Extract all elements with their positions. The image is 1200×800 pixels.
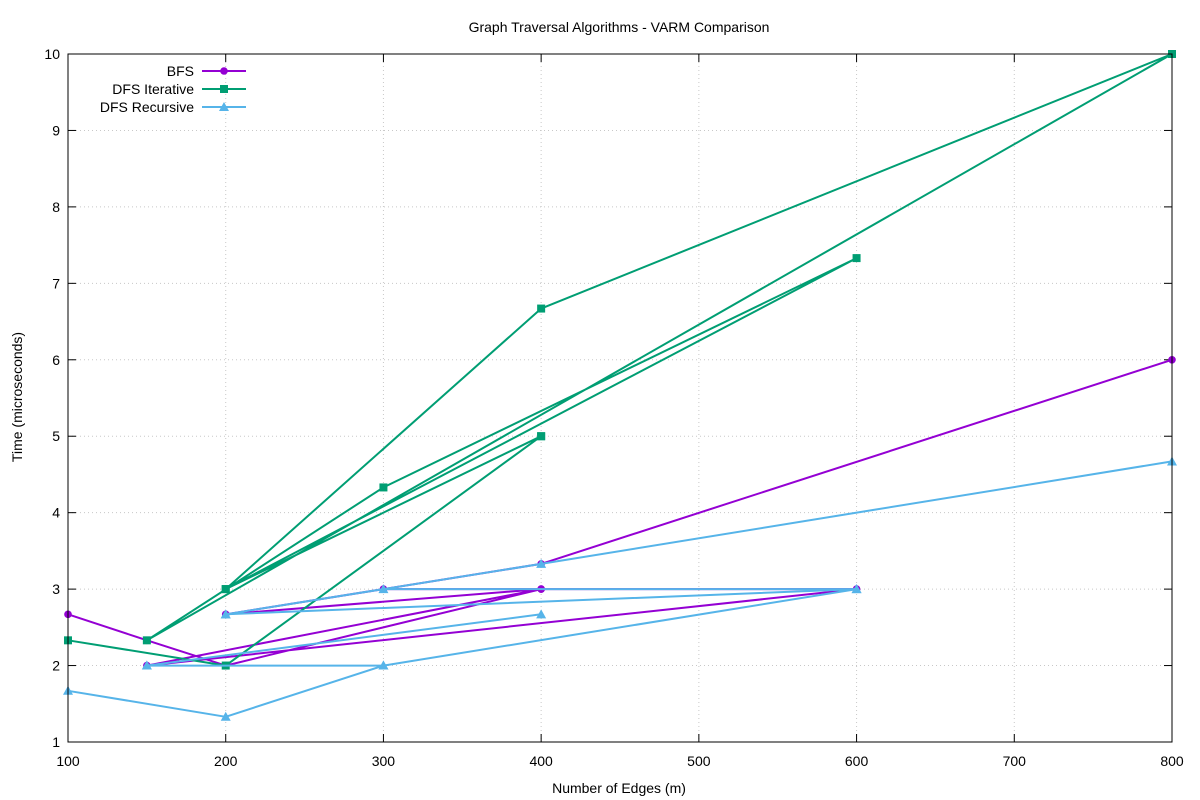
data-point-dfs-recursive xyxy=(220,711,231,721)
y-tick-label: 7 xyxy=(52,275,60,291)
data-point-dfs-recursive xyxy=(141,660,152,670)
legend-marker xyxy=(220,67,228,75)
x-tick-label: 500 xyxy=(687,753,711,769)
data-point-dfs-recursive xyxy=(378,660,389,670)
x-tick-label: 600 xyxy=(845,753,869,769)
data-point-dfs-iterative xyxy=(379,483,388,492)
legend-marker xyxy=(220,85,228,93)
x-tick-label: 300 xyxy=(372,753,396,769)
plot-frame xyxy=(67,53,1173,743)
data-point-dfs-recursive xyxy=(378,584,389,594)
y-tick-label: 9 xyxy=(52,122,60,138)
legend-item-dfs-recursive: DFS Recursive xyxy=(100,99,246,115)
y-tick-label: 8 xyxy=(52,199,60,215)
chart-title: Graph Traversal Algorithms - VARM Compar… xyxy=(469,19,770,35)
data-point-dfs-recursive xyxy=(851,584,862,594)
data-point-dfs-iterative xyxy=(537,432,546,441)
data-point-dfs-iterative xyxy=(537,304,546,313)
legend-label: DFS Recursive xyxy=(100,99,194,115)
data-point-dfs-recursive xyxy=(220,609,231,619)
data-point-dfs-recursive xyxy=(536,609,547,619)
legend: BFS DFS Iterative DFS Recursive xyxy=(100,63,246,115)
x-tick-label: 800 xyxy=(1160,753,1184,769)
y-tick-label: 1 xyxy=(52,734,60,750)
x-tick-label: 100 xyxy=(56,753,80,769)
legend-marker xyxy=(219,102,229,111)
y-tick-label: 3 xyxy=(52,581,60,597)
y-axis-title: Time (microseconds) xyxy=(9,332,25,462)
data-point-dfs-iterative xyxy=(142,636,151,645)
x-tick-label: 700 xyxy=(1003,753,1027,769)
series-line-dfs-recursive xyxy=(67,460,1173,718)
data-point-dfs-iterative xyxy=(852,254,861,263)
x-tick-label: 400 xyxy=(529,753,553,769)
y-tick-label: 4 xyxy=(52,505,60,521)
x-tick-label: 200 xyxy=(214,753,238,769)
legend-label: BFS xyxy=(167,63,194,79)
data-point-dfs-recursive xyxy=(536,558,547,568)
y-tick-label: 5 xyxy=(52,428,60,444)
y-tick-label: 2 xyxy=(52,658,60,674)
grid xyxy=(68,54,1172,742)
legend-item-dfs-iterative: DFS Iterative xyxy=(112,81,246,97)
legend-item-bfs: BFS xyxy=(167,63,246,79)
y-tick-label: 10 xyxy=(44,46,60,62)
series-layer xyxy=(63,50,1177,721)
data-point-dfs-iterative xyxy=(221,585,230,594)
x-axis-title: Number of Edges (m) xyxy=(552,780,686,796)
legend-label: DFS Iterative xyxy=(112,81,194,97)
series-dfs-recursive xyxy=(63,456,1177,721)
y-tick-label: 6 xyxy=(52,352,60,368)
axis-ticks: 100 200 300 400 500 600 700 800 1 2 3 4 5 6 7 8 9 10 xyxy=(44,46,1183,769)
